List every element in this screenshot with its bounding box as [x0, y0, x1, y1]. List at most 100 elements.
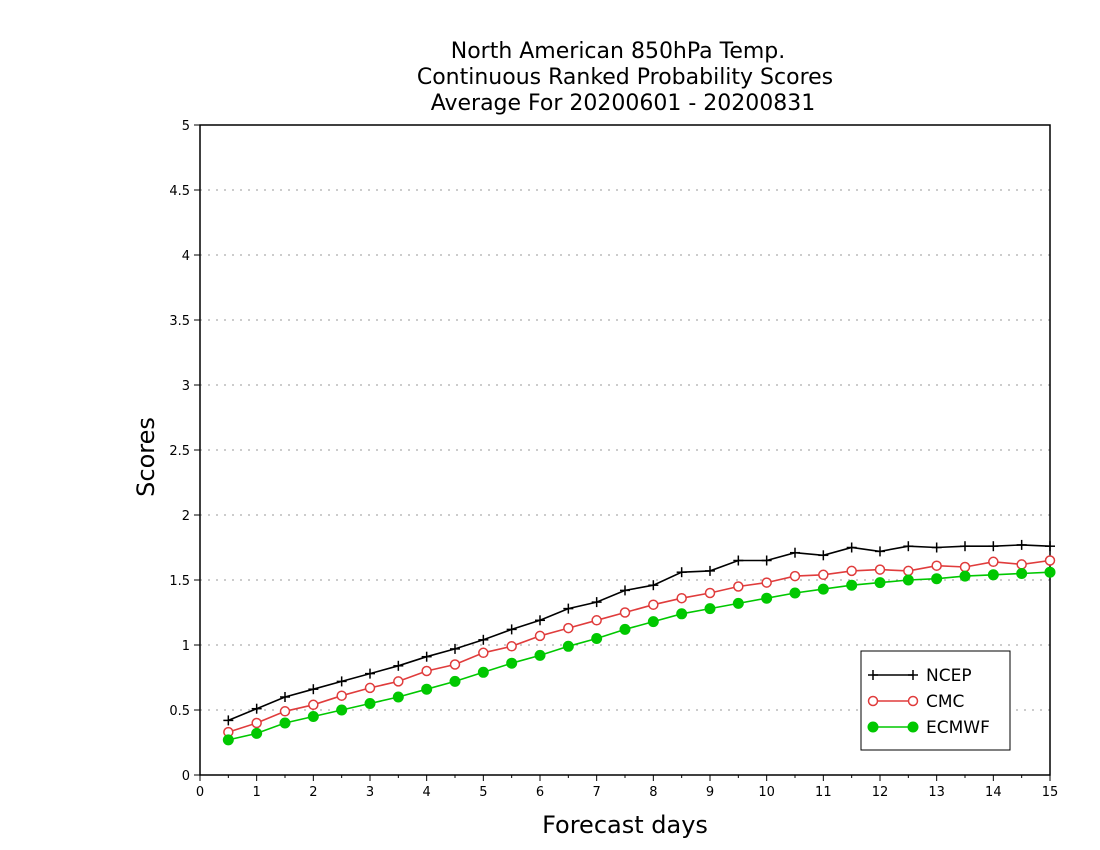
- x-tick-label: 10: [758, 785, 775, 800]
- series-cmc-point: [534, 630, 546, 642]
- x-tick-label: 11: [815, 785, 832, 800]
- y-tick-label: 3.5: [169, 314, 190, 329]
- series-ecmwf-point: [251, 727, 263, 739]
- legend-ecmwf-swatch-end-point: [907, 721, 919, 733]
- x-tick-label: 12: [872, 785, 889, 800]
- y-tick-label: 3: [182, 379, 190, 394]
- series-cmc-point: [733, 581, 744, 592]
- x-tick-label: 8: [649, 785, 657, 800]
- series-ecmwf-point: [421, 683, 433, 695]
- y-tick-label: 1: [182, 639, 190, 654]
- series-cmc-point: [506, 641, 517, 652]
- series-cmc-point: [619, 607, 631, 618]
- y-axis: 0 0.5 1 1.5 2 2.5 3 3.5 4 4.5 5: [169, 119, 200, 784]
- series-cmc-point: [676, 592, 687, 604]
- series-cmc-point: [591, 615, 602, 626]
- x-axis-label: Forecast days: [542, 811, 708, 839]
- series-ecmwf-point: [761, 592, 773, 604]
- series-ecmwf-point: [817, 583, 829, 595]
- y-axis-label: Scores: [132, 417, 160, 497]
- series-cmc-point: [308, 699, 319, 711]
- series-ncep: [223, 539, 1055, 726]
- series-ecmwf-point: [364, 698, 376, 709]
- legend-cmc-label: CMC: [926, 692, 964, 712]
- x-tick-label: 0: [196, 785, 204, 800]
- series-cmc-point: [1044, 555, 1056, 566]
- x-tick-label: 13: [928, 785, 945, 800]
- series-ecmwf-point: [846, 579, 858, 591]
- legend: NCEP CMC ECMWF: [860, 650, 1011, 751]
- series-ecmwf-point: [704, 603, 716, 615]
- legend-ecmwf: ECMWF: [867, 718, 990, 738]
- series-cmc-point: [988, 556, 999, 568]
- y-tick-label: 4.5: [169, 184, 190, 199]
- series-cmc-point: [648, 599, 659, 610]
- series-ecmwf-point: [591, 633, 603, 644]
- y-tick-label: 2.5: [169, 444, 190, 459]
- series-cmc-point: [279, 706, 291, 717]
- series-ecmwf-point: [222, 734, 234, 746]
- legend-ecmwf-swatch-start-point: [867, 721, 879, 733]
- x-tick-label: 7: [593, 785, 601, 800]
- x-tick-label: 2: [309, 785, 317, 800]
- x-tick-label: 5: [479, 785, 487, 800]
- x-tick-label: 14: [985, 785, 1002, 800]
- y-tick-label: 2: [182, 509, 190, 524]
- x-tick-label: 15: [1042, 785, 1059, 800]
- series-ecmwf-point: [987, 569, 999, 581]
- series-cmc-point: [478, 647, 489, 659]
- series-cmc-point: [874, 564, 886, 575]
- series-ecmwf-point: [279, 717, 291, 729]
- series-cmc-point: [903, 565, 914, 577]
- x-axis: 0 1 2 3 4 5 6 7 8 9 10 11 12 13 14 15: [196, 775, 1058, 800]
- series-ecmwf-point: [789, 587, 801, 599]
- x-tick-label: 6: [536, 785, 544, 800]
- series-ecmwf-point: [307, 711, 319, 722]
- series-ecmwf-point: [449, 675, 461, 687]
- chart-title-line-3: Average For 20200601 - 20200831: [431, 91, 816, 116]
- legend-cmc: CMC: [867, 692, 964, 712]
- series-ecmwf-point: [874, 577, 886, 589]
- series-ecmwf-point: [534, 649, 546, 661]
- series-cmc-point: [959, 561, 971, 573]
- series-cmc-point: [761, 577, 772, 588]
- series-cmc-point: [789, 570, 801, 582]
- series-ecmwf-point: [336, 704, 348, 716]
- y-tick-label: 0: [182, 769, 190, 784]
- series-ecmwf: [222, 566, 1056, 746]
- series-cmc-point: [563, 622, 574, 634]
- series-cmc-point: [1016, 559, 1027, 570]
- legend-cmc-swatch-start-point: [867, 695, 879, 707]
- grid-lines: [200, 189, 1050, 711]
- series-cmc-point: [704, 587, 716, 599]
- series-ecmwf-point: [392, 691, 404, 703]
- series-ecmwf-point: [647, 616, 659, 628]
- series-cmc: [223, 555, 1056, 738]
- series-ecmwf-point: [619, 623, 631, 635]
- series-cmc-point: [421, 665, 432, 677]
- series-ecmwf-point: [1044, 566, 1056, 578]
- chart-title-line-2: Continuous Ranked Probability Scores: [417, 65, 833, 90]
- series-ecmwf-point: [732, 597, 744, 609]
- x-tick-label: 9: [706, 785, 714, 800]
- series-cmc-point: [931, 560, 942, 571]
- y-tick-label: 0.5: [169, 704, 190, 719]
- legend-ecmwf-label: ECMWF: [926, 718, 990, 738]
- x-tick-label: 4: [423, 785, 431, 800]
- legend-ncep: NCEP: [868, 666, 972, 686]
- series-lines: [222, 539, 1056, 746]
- series-ecmwf-point: [931, 573, 943, 585]
- legend-ncep-label: NCEP: [926, 666, 972, 686]
- y-tick-label: 4: [182, 249, 190, 264]
- legend-cmc-swatch-end-point: [907, 695, 919, 707]
- series-cmc-point: [393, 676, 404, 687]
- x-tick-label: 3: [366, 785, 374, 800]
- series-cmc-point: [364, 682, 376, 694]
- chart-title: North American 850hPa Temp. Continuous R…: [417, 39, 833, 116]
- series-cmc-point: [336, 690, 347, 701]
- series-cmc-point: [449, 659, 461, 670]
- series-cmc-point: [251, 717, 262, 729]
- series-ecmwf-point: [676, 608, 688, 620]
- series-cmc-point: [818, 569, 829, 581]
